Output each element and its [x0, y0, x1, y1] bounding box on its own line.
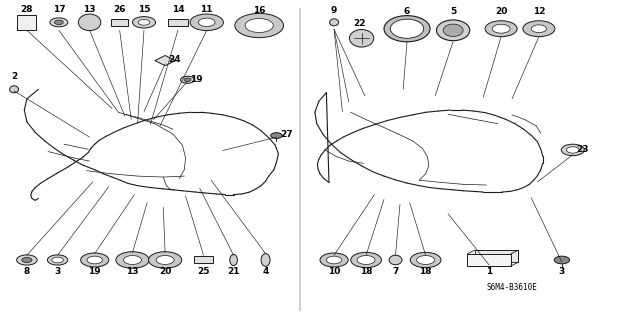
Text: 14: 14 — [172, 5, 184, 14]
Text: 13: 13 — [126, 267, 139, 276]
Circle shape — [417, 256, 435, 264]
Text: 28: 28 — [20, 5, 33, 14]
Circle shape — [180, 76, 195, 83]
Circle shape — [271, 133, 282, 138]
Ellipse shape — [330, 19, 339, 26]
Ellipse shape — [384, 16, 430, 42]
Circle shape — [531, 25, 547, 33]
Text: 23: 23 — [576, 145, 589, 154]
Ellipse shape — [443, 24, 463, 37]
Circle shape — [326, 256, 342, 264]
FancyBboxPatch shape — [194, 256, 213, 263]
Circle shape — [523, 21, 555, 37]
Circle shape — [54, 20, 63, 25]
Text: 17: 17 — [52, 5, 65, 14]
Ellipse shape — [390, 19, 424, 38]
Text: 8: 8 — [24, 267, 30, 276]
Circle shape — [47, 255, 68, 265]
Text: 22: 22 — [353, 19, 366, 28]
Circle shape — [561, 144, 584, 156]
Ellipse shape — [436, 20, 470, 41]
Text: 24: 24 — [168, 55, 180, 63]
Circle shape — [198, 18, 215, 26]
Text: 2: 2 — [11, 72, 17, 81]
Circle shape — [52, 257, 63, 263]
FancyBboxPatch shape — [17, 15, 36, 30]
Circle shape — [235, 13, 284, 38]
Text: 19: 19 — [190, 75, 203, 84]
Circle shape — [132, 17, 156, 28]
Circle shape — [184, 78, 191, 82]
Circle shape — [357, 256, 375, 264]
Text: 19: 19 — [88, 267, 101, 276]
Circle shape — [492, 24, 510, 33]
Text: 9: 9 — [331, 6, 337, 15]
Text: 25: 25 — [197, 267, 210, 276]
Circle shape — [245, 19, 273, 33]
Text: 16: 16 — [253, 6, 266, 15]
Text: 12: 12 — [532, 7, 545, 16]
Text: 20: 20 — [495, 7, 508, 16]
Circle shape — [320, 253, 348, 267]
Text: 1: 1 — [486, 267, 492, 276]
Ellipse shape — [10, 86, 19, 93]
Circle shape — [87, 256, 102, 264]
Circle shape — [566, 147, 579, 153]
Ellipse shape — [261, 254, 270, 266]
Text: 15: 15 — [138, 5, 150, 14]
FancyBboxPatch shape — [168, 19, 188, 26]
Circle shape — [554, 256, 570, 264]
Text: 10: 10 — [328, 267, 340, 276]
Circle shape — [124, 256, 141, 264]
Circle shape — [190, 14, 223, 31]
Ellipse shape — [230, 255, 237, 265]
Circle shape — [156, 256, 174, 264]
Circle shape — [485, 21, 517, 37]
Ellipse shape — [79, 14, 101, 31]
Circle shape — [81, 253, 109, 267]
Ellipse shape — [349, 29, 374, 47]
FancyBboxPatch shape — [467, 254, 511, 266]
Text: 18: 18 — [419, 267, 432, 276]
Circle shape — [148, 252, 182, 268]
Text: 5: 5 — [450, 7, 456, 16]
Text: 21: 21 — [227, 267, 240, 276]
Text: 13: 13 — [83, 5, 96, 14]
Circle shape — [410, 252, 441, 268]
Ellipse shape — [389, 255, 402, 265]
FancyBboxPatch shape — [111, 19, 128, 26]
Text: S6M4-B3610E: S6M4-B3610E — [486, 283, 538, 292]
Text: 27: 27 — [280, 130, 293, 139]
Text: 3: 3 — [54, 267, 61, 276]
Text: 3: 3 — [559, 267, 565, 276]
FancyBboxPatch shape — [475, 250, 518, 262]
Circle shape — [351, 252, 381, 268]
Text: 20: 20 — [159, 267, 172, 276]
Polygon shape — [155, 56, 175, 66]
Circle shape — [17, 255, 37, 265]
Circle shape — [116, 252, 149, 268]
Text: 7: 7 — [392, 267, 399, 276]
Circle shape — [50, 18, 68, 27]
Text: 26: 26 — [113, 5, 126, 14]
Text: 11: 11 — [200, 5, 213, 14]
Text: 18: 18 — [360, 267, 372, 276]
Text: 6: 6 — [404, 7, 410, 16]
Circle shape — [138, 19, 150, 25]
Text: 4: 4 — [262, 267, 269, 276]
Circle shape — [22, 257, 32, 263]
